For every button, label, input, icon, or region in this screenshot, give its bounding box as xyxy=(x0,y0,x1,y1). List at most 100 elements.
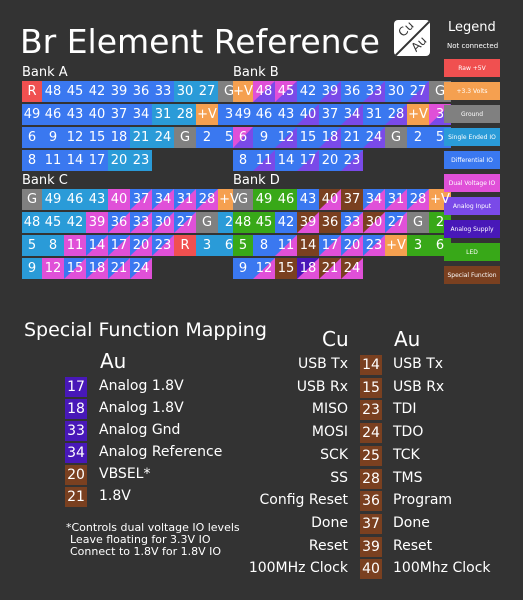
bank-pin-type: +V xyxy=(429,189,451,210)
bank-pin: 28 xyxy=(174,104,196,125)
pin-label: 20 xyxy=(132,238,150,253)
pin-label: 24 xyxy=(154,130,172,145)
pin-label: 14 xyxy=(299,238,317,253)
pin-label: G xyxy=(201,215,213,230)
pin-label: 20 xyxy=(343,238,361,253)
footnote-line-1: *Controls dual voltage IO levels xyxy=(66,521,240,534)
bank-pin: 15 xyxy=(275,258,297,279)
au-function-label: TDO xyxy=(393,424,424,441)
bank-pin: 30 xyxy=(152,212,174,233)
pin-label: 18 xyxy=(321,130,339,145)
cu-au-logo-icon: Cu Au xyxy=(394,20,430,56)
bank-pin: 34 xyxy=(130,104,152,125)
pin-label: 24 xyxy=(343,261,361,276)
bank-pin: 37 xyxy=(108,104,130,125)
bank-pin: 49 xyxy=(253,189,275,210)
bank-pin: 23 xyxy=(130,150,152,171)
pin-number-box: 40 xyxy=(360,559,382,580)
au-function-label: USB Rx xyxy=(393,378,445,395)
bank-pin: 30 xyxy=(363,212,385,233)
bank-pin: 6 xyxy=(22,127,42,148)
bank-pin: 14 xyxy=(297,235,319,256)
pin-label: 6 xyxy=(224,238,234,253)
bank-pin: 21 xyxy=(108,258,130,279)
bank-pin: 12 xyxy=(42,258,64,279)
cu-function-label: USB Rx xyxy=(296,378,348,395)
pin-label: 43 xyxy=(299,192,317,207)
bank-pin: 23 xyxy=(152,235,174,256)
pin-label: 6 xyxy=(238,130,248,145)
pin-label: 2 xyxy=(202,130,212,145)
pin-label: 14 xyxy=(277,153,295,168)
pin-label: 40 xyxy=(88,107,106,122)
pin-number-box: 36 xyxy=(360,491,382,512)
pin-label: 18 xyxy=(299,261,317,276)
pin-number-box: 18 xyxy=(65,399,87,419)
pin-label: G xyxy=(237,192,249,207)
bank-pin: 27 xyxy=(385,212,407,233)
bank-pin: 3 xyxy=(196,235,218,256)
bank-pin-type: +V xyxy=(196,104,218,125)
cu-function-label: USB Tx xyxy=(297,356,348,372)
pin-label: 15 xyxy=(88,130,106,145)
bank-pin: 12 xyxy=(253,258,275,279)
bank-pin: 48 xyxy=(233,212,253,233)
legend-item: +3.3 Volts xyxy=(444,82,500,100)
bank-pin: 43 xyxy=(297,189,319,210)
pin-label: 37 xyxy=(343,192,361,207)
pin-label: 33 xyxy=(132,215,150,230)
bank-pin: 36 xyxy=(108,212,130,233)
pin-label: 17 xyxy=(88,153,106,168)
bank-pin: 39 xyxy=(297,212,319,233)
pin-label: 23 xyxy=(365,238,383,253)
au-heading-left: Au xyxy=(100,349,127,373)
pin-label: 12 xyxy=(277,130,295,145)
pin-label: R xyxy=(180,238,190,253)
bank-c-grid: G 49 46 43 40 37 34 31 28 +V 48 45 42 39 36 33 30 27 G 2 5 8 1… xyxy=(22,189,240,279)
pin-label: 36 xyxy=(321,215,339,230)
cu-function-label: Done xyxy=(311,514,348,531)
bank-pin: 15 xyxy=(86,127,108,148)
pin-label: +V xyxy=(219,192,239,207)
pin-label: 5 xyxy=(435,130,445,145)
bank-pin: 36 xyxy=(130,81,152,102)
pin-label: 48 xyxy=(234,215,252,230)
bank-pin: 39 xyxy=(108,81,130,102)
bank-d-label: Bank D xyxy=(233,173,280,188)
pin-function-label: VBSEL* xyxy=(99,466,151,482)
pin-label: 24 xyxy=(132,261,150,276)
pin-label: 17 xyxy=(321,238,339,253)
special-function-title: Special Function Mapping xyxy=(24,319,267,341)
pin-label: 12 xyxy=(255,261,273,276)
pin-label: 34 xyxy=(365,192,383,207)
pin-label: 23 xyxy=(132,153,150,168)
pin-label: 20 xyxy=(321,153,339,168)
pin-label: 49 xyxy=(44,192,62,207)
pin-label: 33 xyxy=(343,215,361,230)
pin-label: G xyxy=(26,192,38,207)
bank-pin: 5 xyxy=(233,235,253,256)
pin-label: 37 xyxy=(132,192,150,207)
pin-number-box: 23 xyxy=(360,400,382,421)
pin-label: 40 xyxy=(321,192,339,207)
bank-pin: 42 xyxy=(297,81,319,102)
bank-pin: 30 xyxy=(174,81,196,102)
bank-pin: 9 xyxy=(42,127,64,148)
pin-label: 45 xyxy=(255,215,273,230)
pin-label: 48 xyxy=(44,84,62,99)
legend-item: Differential IO xyxy=(444,151,500,169)
pin-number-box: 39 xyxy=(360,536,382,557)
pin-label: 31 xyxy=(365,107,383,122)
pin-label: 5 xyxy=(27,238,37,253)
bank-pin: 45 xyxy=(253,212,275,233)
pin-label: 42 xyxy=(299,84,317,99)
bank-pin-type: R xyxy=(174,235,196,256)
bank-pin: 27 xyxy=(196,81,218,102)
pin-label: 11 xyxy=(255,153,273,168)
bank-pin: 15 xyxy=(64,258,86,279)
pin-label: 48 xyxy=(255,84,273,99)
bank-pin-type: G xyxy=(233,189,253,210)
pin-label: 31 xyxy=(154,107,172,122)
bank-pin: 31 xyxy=(385,189,407,210)
bank-a-grid: R 48 45 42 39 36 33 30 27 G 49 46 43 40 37 34 31 28 +V 3 6 9 1… xyxy=(22,81,240,171)
